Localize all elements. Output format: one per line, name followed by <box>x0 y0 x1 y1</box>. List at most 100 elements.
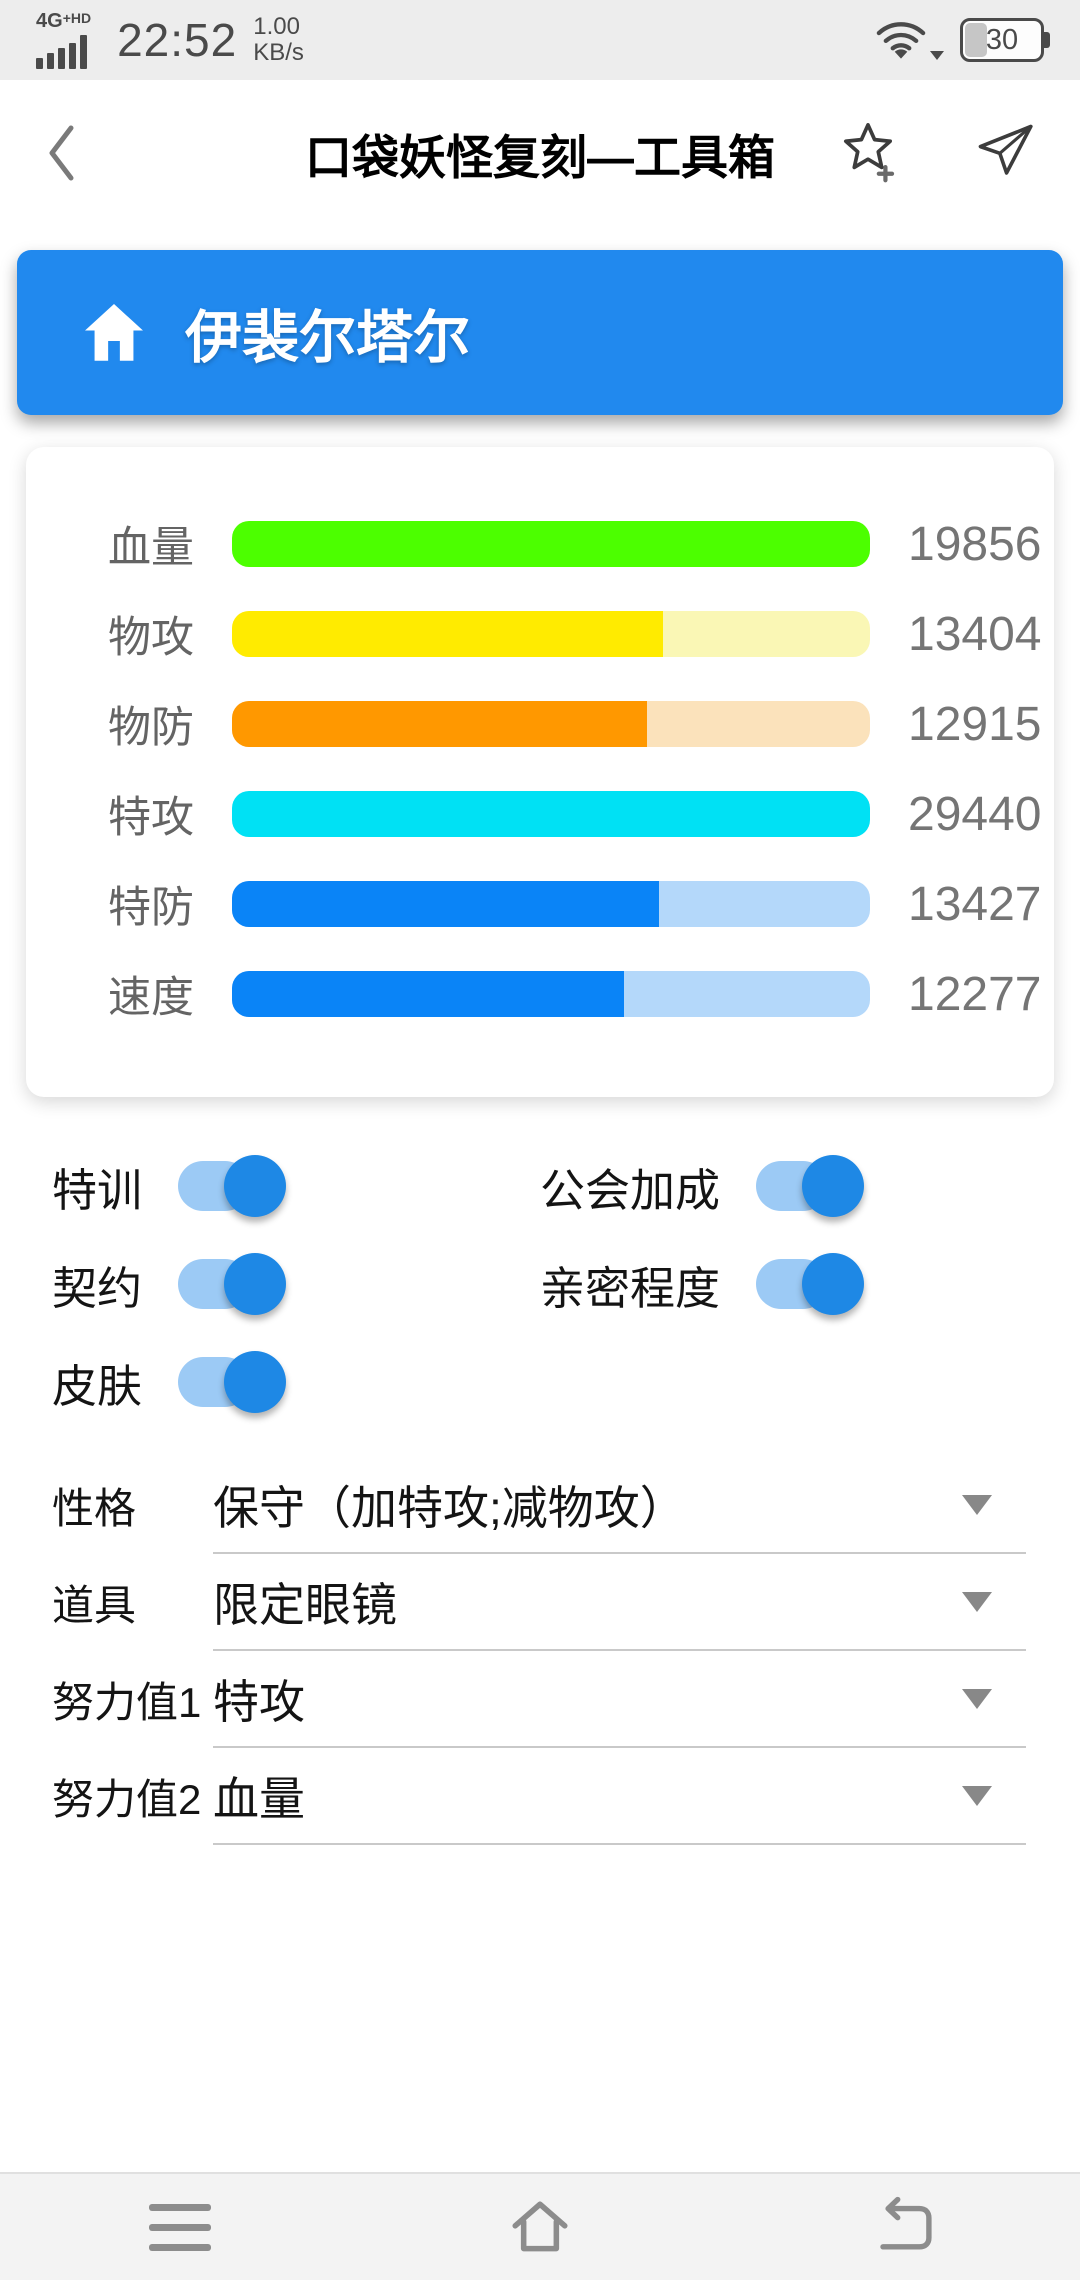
select-field[interactable]: 血量 <box>213 1748 1026 1845</box>
chevron-down-icon <box>962 1591 992 1612</box>
paper-plane-icon <box>978 124 1033 175</box>
battery-icon: 30 <box>960 18 1050 62</box>
speed-unit: KB/s <box>253 39 304 66</box>
share-button[interactable] <box>974 120 1036 187</box>
toggle-skin[interactable]: 皮肤 <box>52 1333 540 1431</box>
stat-row-spdef: 特防 13427 <box>26 859 1054 949</box>
chevron-left-icon <box>49 125 74 181</box>
stat-label: 特防 <box>108 884 194 932</box>
cell-signal-icon: 4G+HD <box>36 11 91 69</box>
stat-label: 物攻 <box>108 614 194 662</box>
stat-row-speed: 速度 12277 <box>26 949 1054 1039</box>
stat-label: 物防 <box>108 704 194 752</box>
toggle-switch-on[interactable] <box>756 1253 865 1315</box>
stat-bar-fill <box>232 971 625 1017</box>
battery-fill <box>965 23 987 57</box>
toggle-label: 特训 <box>52 1164 143 1216</box>
toggle-label: 亲密程度 <box>540 1262 721 1314</box>
select-label: 努力值2 <box>52 1776 202 1823</box>
toggle-switch-on[interactable] <box>178 1351 287 1413</box>
config-selects: 性格 保守（加特攻;减物攻） 道具 限定眼镜 努力值1 特攻 努力值2 血量 <box>52 1457 1080 1845</box>
toggle-label: 公会加成 <box>540 1164 721 1216</box>
nav-menu-button[interactable] <box>0 2174 360 2280</box>
stat-bar <box>232 971 870 1017</box>
chevron-down-icon <box>962 1494 992 1515</box>
select-value: 限定眼镜 <box>213 1578 397 1631</box>
stat-bar <box>232 701 870 747</box>
return-arrow-icon <box>880 2196 932 2250</box>
stats-card: 血量 19856 物攻 13404 物防 12915 特攻 294 <box>26 447 1054 1097</box>
select-ev1[interactable]: 努力值1 特攻 <box>52 1651 1080 1748</box>
stat-value: 12915 <box>908 697 1042 751</box>
select-field[interactable]: 保守（加特攻;减物攻） <box>213 1457 1026 1554</box>
switch-thumb <box>802 1155 865 1217</box>
switch-thumb <box>802 1253 865 1315</box>
stat-bar <box>232 881 870 927</box>
stat-row-atk: 物攻 13404 <box>26 589 1054 679</box>
stat-label: 血量 <box>108 524 194 572</box>
stat-bar-fill <box>232 611 663 657</box>
status-bar: 4G+HD 22:52 1.00 KB/s 30 <box>0 0 1080 80</box>
select-value: 特攻 <box>213 1675 305 1728</box>
clock-time: 22:52 <box>117 14 238 66</box>
toggle-intimacy[interactable]: 亲密程度 <box>540 1235 1080 1333</box>
switch-thumb <box>224 1351 287 1413</box>
stat-bar <box>232 791 870 837</box>
stat-row-def: 物防 12915 <box>26 679 1054 769</box>
select-value: 保守（加特攻;减物攻） <box>213 1481 686 1534</box>
pokemon-banner[interactable]: 伊裴尔塔尔 <box>17 250 1063 415</box>
select-label: 努力值1 <box>52 1679 202 1726</box>
stat-row-spatk: 特攻 29440 <box>26 769 1054 859</box>
favorite-button[interactable] <box>836 118 900 189</box>
network-speed: 1.00 KB/s <box>253 12 304 67</box>
stat-bar <box>232 611 870 657</box>
toggle-label: 皮肤 <box>52 1360 143 1412</box>
pokemon-name: 伊裴尔塔尔 <box>185 305 470 370</box>
wifi-caret-icon <box>930 51 944 60</box>
stat-value: 19856 <box>908 517 1042 571</box>
network-badge: +HD <box>62 10 92 26</box>
home-outline-icon <box>512 2201 568 2252</box>
battery-percent: 30 <box>985 23 1019 56</box>
stat-value: 12277 <box>908 967 1042 1021</box>
chevron-down-icon <box>962 1785 992 1806</box>
stat-bar-fill <box>232 521 870 567</box>
select-label: 性格 <box>52 1485 137 1532</box>
toggle-guild-bonus[interactable]: 公会加成 <box>540 1137 1080 1235</box>
select-value: 血量 <box>213 1772 305 1825</box>
back-button[interactable] <box>44 118 90 188</box>
chevron-down-icon <box>962 1688 992 1709</box>
stat-value: 13427 <box>908 877 1042 931</box>
bonus-toggles: 特训 公会加成 契约 亲密程度 <box>52 1137 1080 1431</box>
speed-value: 1.00 <box>253 12 300 40</box>
nav-back-button[interactable] <box>720 2174 1080 2280</box>
stat-bar <box>232 521 870 567</box>
stat-bar-fill <box>232 881 660 927</box>
select-field[interactable]: 特攻 <box>213 1651 1026 1748</box>
stat-bar-fill <box>232 791 870 837</box>
switch-thumb <box>224 1155 287 1217</box>
stat-row-hp: 血量 19856 <box>26 499 1054 589</box>
select-label: 道具 <box>52 1582 137 1629</box>
toggle-switch-on[interactable] <box>756 1155 865 1217</box>
toggle-special-training[interactable]: 特训 <box>52 1137 540 1235</box>
signal-bars-icon <box>36 35 87 69</box>
home-icon <box>85 303 143 361</box>
stat-bar-fill <box>232 701 647 747</box>
select-item[interactable]: 道具 限定眼镜 <box>52 1554 1080 1651</box>
toggle-contract[interactable]: 契约 <box>52 1235 540 1333</box>
star-plus-icon <box>843 122 895 182</box>
stat-value: 13404 <box>908 607 1042 661</box>
stat-label: 特攻 <box>108 794 194 842</box>
select-nature[interactable]: 性格 保守（加特攻;减物攻） <box>52 1457 1080 1554</box>
select-field[interactable]: 限定眼镜 <box>213 1554 1026 1651</box>
toggle-switch-on[interactable] <box>178 1253 287 1315</box>
select-ev2[interactable]: 努力值2 血量 <box>52 1748 1080 1845</box>
page-title: 口袋妖怪复刻—工具箱 <box>305 130 775 184</box>
toggle-switch-on[interactable] <box>178 1155 287 1217</box>
nav-home-button[interactable] <box>360 2174 720 2280</box>
stat-label: 速度 <box>108 974 194 1022</box>
switch-thumb <box>224 1253 287 1315</box>
wifi-icon <box>875 18 944 62</box>
